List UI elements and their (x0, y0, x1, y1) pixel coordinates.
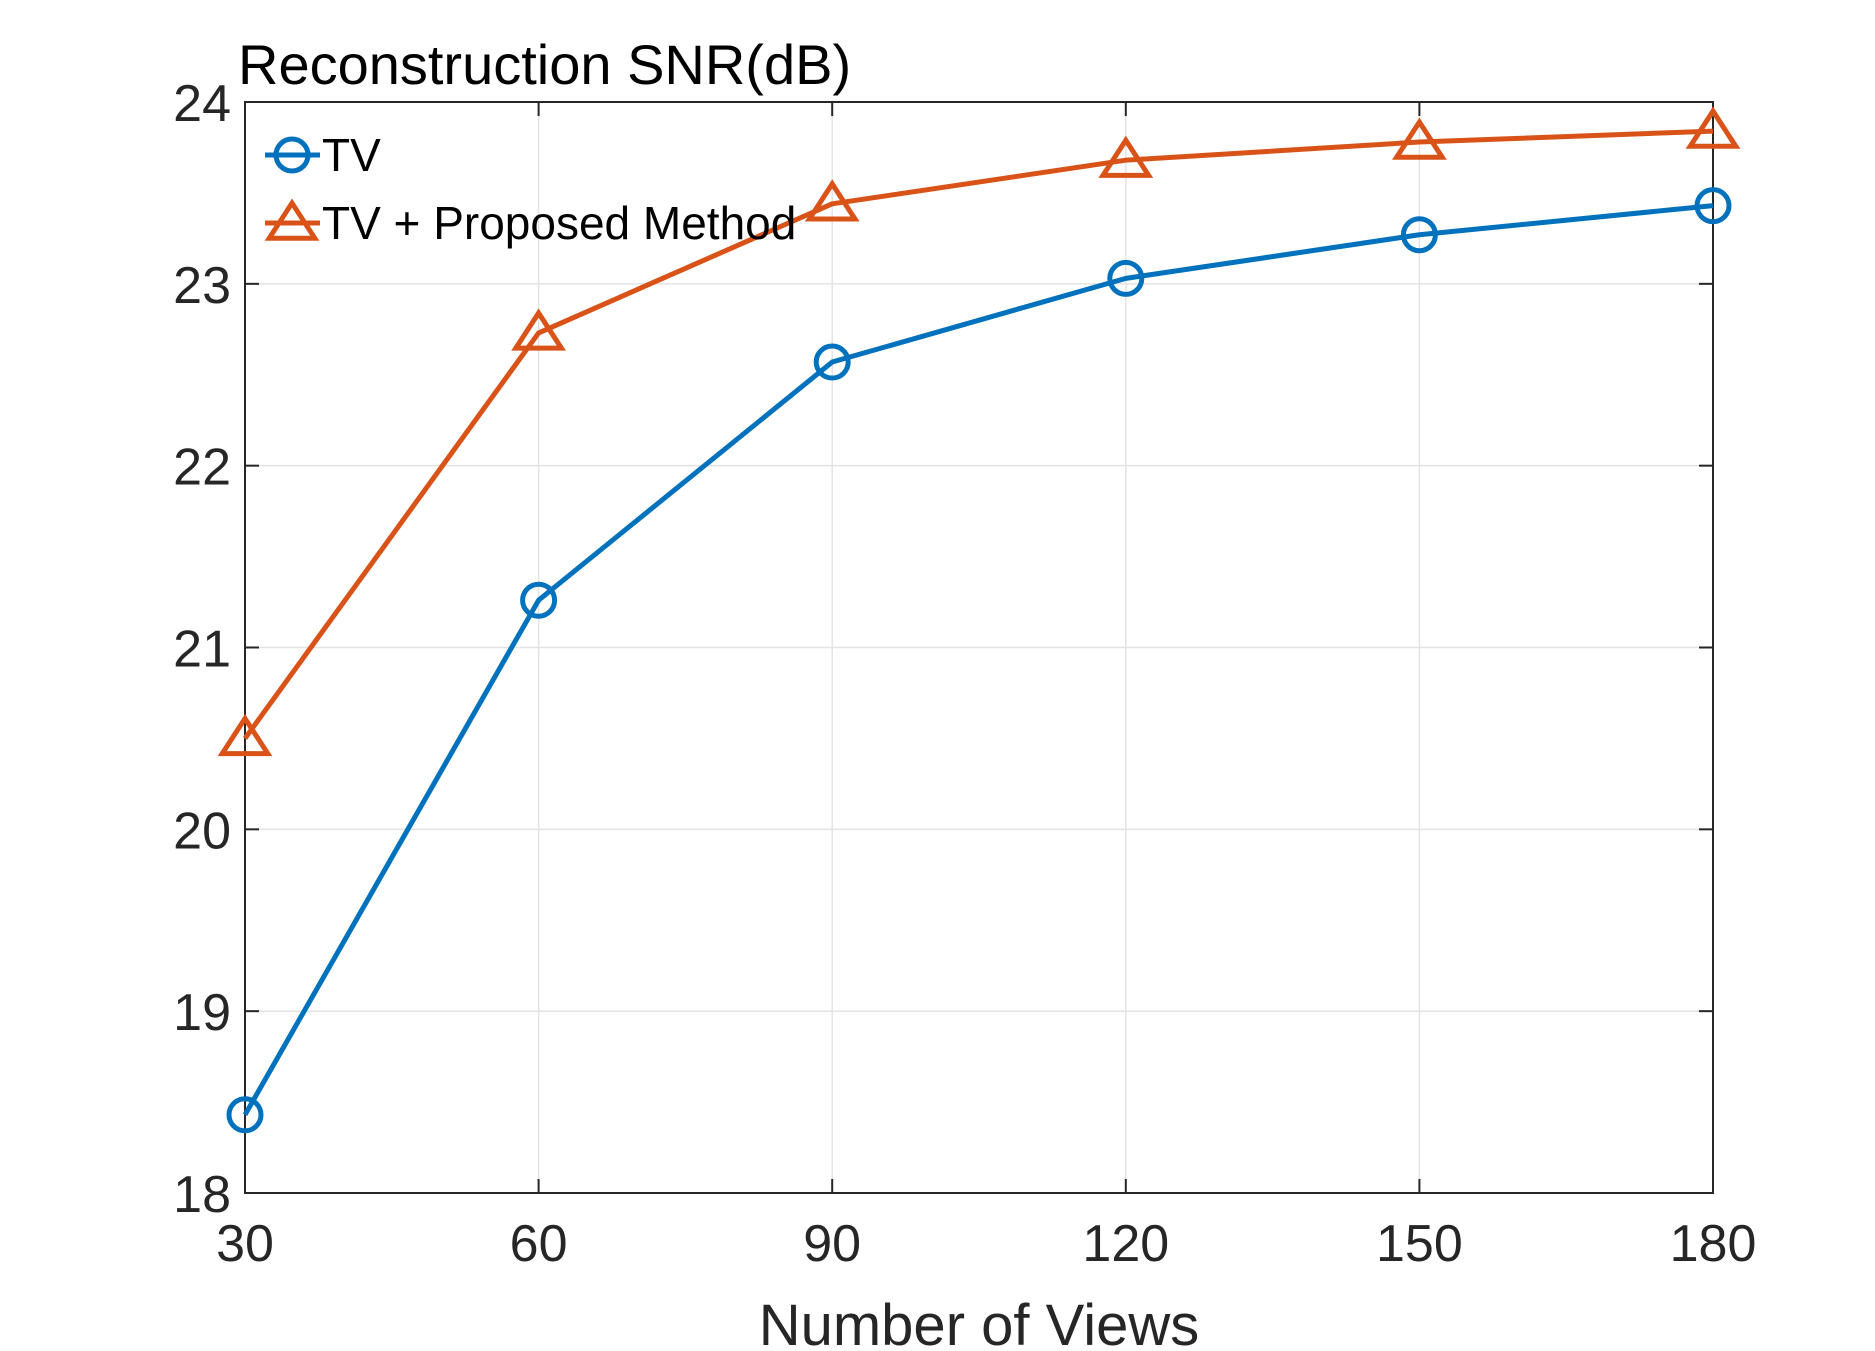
series-line (242, 203, 1714, 1117)
axis-ticks: 30 60 90 120 150 180 18 19 20 21 22 23 24 (173, 75, 1756, 1273)
x-tick-label: 90 (803, 1215, 861, 1273)
x-tick-label: 60 (510, 1215, 568, 1273)
data-point-marker (1685, 106, 1741, 149)
triangle-marker-icon (264, 198, 320, 241)
x-tick-label: 180 (1670, 1215, 1757, 1273)
data-point-marker (511, 308, 567, 351)
y-tick-label: 19 (173, 984, 231, 1042)
legend-label: TV + Proposed Method (322, 197, 796, 249)
chart-title: Reconstruction SNR(dB) (238, 33, 851, 96)
series-layer (217, 106, 1741, 1134)
legend-item: TV (265, 129, 381, 181)
legend: TV TV + Proposed Method (264, 129, 796, 249)
series-tv (226, 187, 1732, 1134)
y-tick-label: 22 (173, 439, 231, 497)
data-point-marker (1391, 117, 1447, 160)
series-tv-proposed (217, 106, 1741, 757)
data-point-marker (520, 581, 558, 619)
data-point-marker (1107, 259, 1145, 297)
y-tick-label: 23 (173, 257, 231, 315)
x-tick-label: 120 (1082, 1215, 1169, 1273)
legend-item: TV + Proposed Method (264, 197, 796, 249)
x-tick-label: 30 (216, 1215, 274, 1273)
data-point-marker (217, 713, 273, 757)
x-axis-label: Number of Views (759, 1293, 1200, 1351)
data-point-marker (226, 1096, 264, 1134)
data-point-marker (1098, 135, 1154, 178)
y-tick-label: 18 (173, 1166, 231, 1224)
x-tick-label: 150 (1376, 1215, 1463, 1273)
y-tick-label: 21 (173, 621, 231, 679)
circle-marker-icon (273, 136, 311, 174)
series-line (242, 128, 1714, 740)
data-point-marker (1400, 216, 1438, 254)
y-tick-label: 20 (173, 802, 231, 860)
y-tick-label: 24 (173, 75, 231, 133)
data-point-marker (813, 343, 851, 381)
legend-label: TV (322, 129, 381, 181)
data-point-marker (1694, 187, 1732, 225)
data-point-marker (804, 179, 860, 222)
